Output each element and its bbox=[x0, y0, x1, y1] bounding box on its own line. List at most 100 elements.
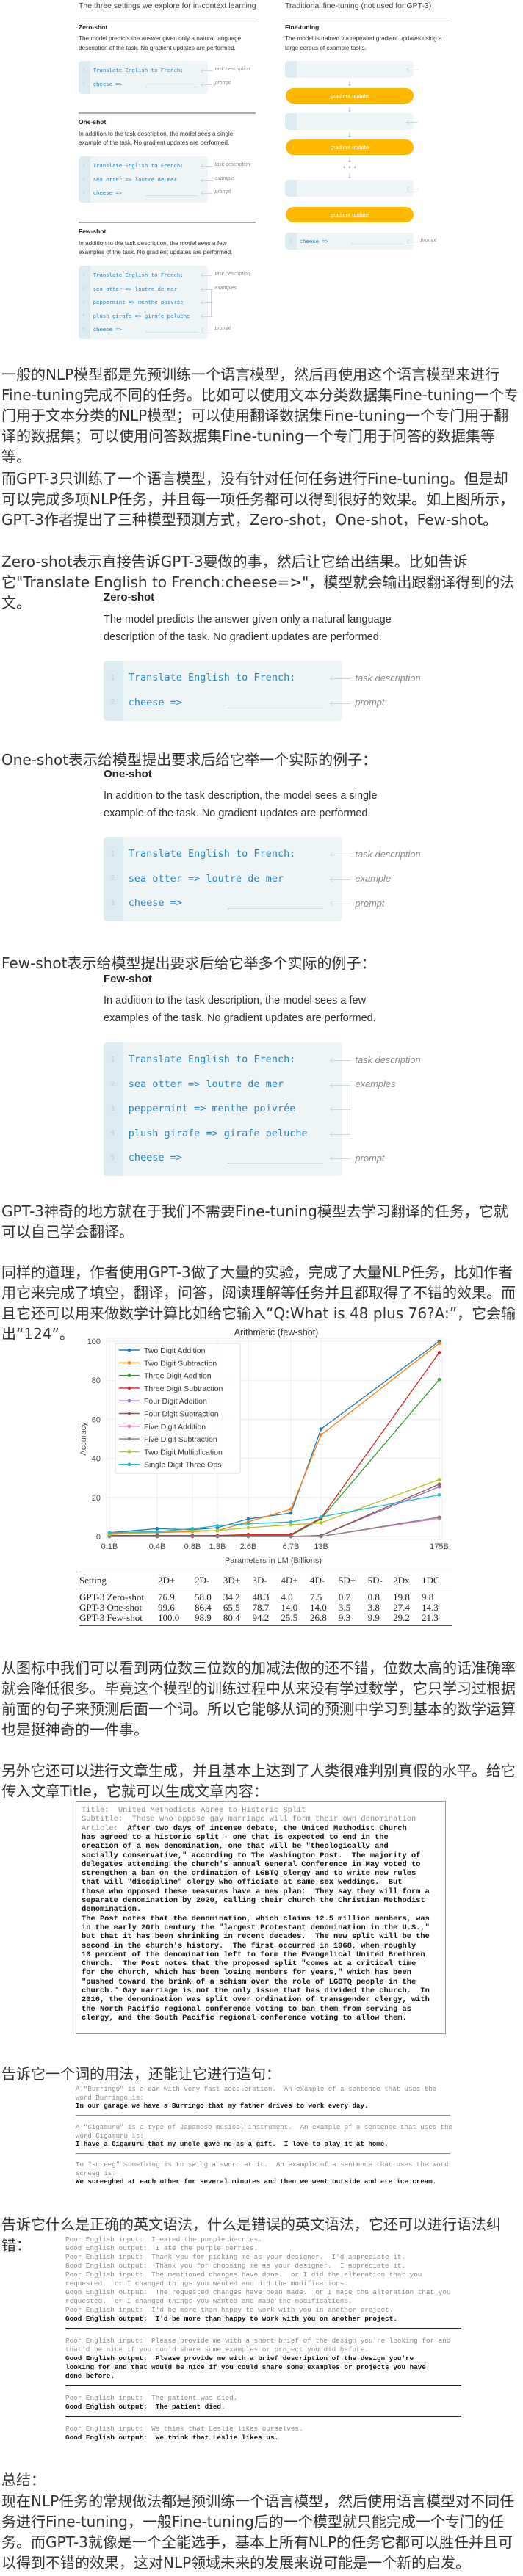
arrow-left-icon bbox=[201, 316, 212, 317]
line-number: 2 bbox=[110, 1080, 115, 1089]
article-line: 10 percent of the denomination left to f… bbox=[82, 1951, 425, 1959]
legend-marker bbox=[127, 1412, 131, 1415]
article-line: 2016, the denomination was split over or… bbox=[82, 1995, 430, 2004]
code-annotation: prompt bbox=[355, 897, 385, 909]
article-line: socially conservative," according to The… bbox=[82, 1851, 420, 1860]
paragraph-gpt3-magic: GPT-3神奇的地方就在于我们不需要Fine-tuning模型去学习翻译的任务，… bbox=[1, 1202, 508, 1241]
divider bbox=[79, 222, 256, 223]
grammar-line: that'd be nice if you could share some e… bbox=[65, 2345, 369, 2354]
gradient-update-pill: gradient update bbox=[286, 88, 414, 104]
table-cell: 94.2 bbox=[252, 1612, 270, 1623]
results-table-wrapper: Setting 2D+ 2D- 3D+ 3D- 4D+ 4D- 5D+ 5D- 2Dx 1DC GPT… bbox=[79, 1572, 452, 1626]
grammar-line: Poor English input: I eated the purple b… bbox=[65, 2235, 262, 2243]
few-shot-description: examples of the task. No gradient update… bbox=[79, 249, 233, 255]
y-tick-label: 20 bbox=[92, 1494, 101, 1503]
code-line: Translate English to French: bbox=[128, 1053, 296, 1066]
article-text: socially conservative," according to The… bbox=[82, 1851, 421, 1860]
results-table: Setting 2D+ 2D- 3D+ 3D- 4D+ 4D- 5D+ 5D- 2Dx 1DC GPT… bbox=[79, 1572, 452, 1625]
data-point bbox=[215, 1524, 220, 1528]
legend-marker bbox=[127, 1450, 131, 1454]
article-text: in the early 20th century the "largest P… bbox=[82, 1923, 430, 1932]
word-definition-prompt: A "Burringo" is a car with very fast acc… bbox=[76, 2085, 437, 2093]
code-annotation: example bbox=[214, 175, 234, 181]
one-shot-figure-description: example of the task. No gradient updates… bbox=[104, 808, 371, 819]
code-block bbox=[285, 113, 414, 130]
arrow-down-icon: ↓ bbox=[347, 81, 353, 88]
one-shot-heading: One-shot bbox=[79, 118, 107, 126]
data-point bbox=[246, 1522, 250, 1526]
x-tick-label: 0.1B bbox=[101, 1542, 118, 1551]
code-line: peppermint => menthe poivrée bbox=[93, 299, 184, 306]
article-line: for the church, which has been losing me… bbox=[82, 1968, 411, 1977]
article-title: United Methodists Agree to Historic Spli… bbox=[118, 1806, 306, 1815]
article-text: strengthen a ban on the ordination of LG… bbox=[82, 1869, 416, 1879]
good-english-output: Good English output: We think that Lesli… bbox=[65, 2434, 279, 2442]
chart-title: Arithmetic (few-shot) bbox=[234, 1327, 319, 1338]
grammar-line: Good English output: The requested chang… bbox=[65, 2288, 451, 2296]
data-point bbox=[155, 1527, 159, 1531]
arrow-down-icon: ↓ bbox=[347, 132, 353, 139]
table-cell: 0.8 bbox=[367, 1592, 380, 1603]
code-line: Translate English to French: bbox=[93, 162, 184, 170]
line-number-gutter bbox=[285, 233, 297, 250]
series-line-3 bbox=[109, 1352, 440, 1536]
table-cell: 7.5 bbox=[310, 1592, 322, 1603]
series-line-7 bbox=[109, 1517, 440, 1537]
article-text: denomination. bbox=[82, 1905, 142, 1915]
table-cell: 14.0 bbox=[281, 1602, 298, 1613]
code-annotation: prompt bbox=[214, 189, 231, 195]
article-text: clergy, and the South Pacific regional c… bbox=[82, 2013, 407, 2022]
data-point bbox=[246, 1517, 250, 1521]
code-block bbox=[104, 661, 342, 721]
article-line: Title: United Methodists Agree to Histor… bbox=[82, 1806, 306, 1815]
code-annotation: prompt bbox=[355, 697, 385, 708]
one-shot-figure-heading: One-shot bbox=[104, 768, 152, 780]
line-number-gutter bbox=[104, 837, 123, 921]
data-point bbox=[289, 1523, 293, 1527]
data-point bbox=[155, 1534, 159, 1539]
table-cell: 3.8 bbox=[367, 1602, 380, 1613]
column-header: Setting bbox=[79, 1575, 107, 1586]
table-cell: 25.5 bbox=[281, 1612, 298, 1623]
grammar-line: Poor English input: I'd be more than hap… bbox=[65, 2306, 394, 2314]
legend-marker bbox=[127, 1398, 131, 1403]
legend-marker bbox=[127, 1437, 131, 1441]
good-english-output: looking for and that would be nice if yo… bbox=[65, 2363, 426, 2371]
line-number: 3 bbox=[82, 300, 85, 305]
article-line: strengthen a ban on the ordination of LG… bbox=[82, 1869, 416, 1878]
table-cell: 26.8 bbox=[310, 1612, 327, 1623]
line-number: 1 bbox=[82, 272, 85, 277]
arrow-left-icon bbox=[330, 703, 350, 704]
code-line: Translate English to French: bbox=[93, 67, 184, 74]
paragraph-article-generation: 另外它还可以进行文章生成，并且基本上达到了人类很难判别真假的水平。给它传入文章T… bbox=[1, 1762, 516, 1800]
table-cell: 78.7 bbox=[252, 1602, 270, 1613]
article-line: clergy, and the South Pacific regional c… bbox=[82, 2014, 407, 2022]
article-text: Church. The Post notes that the proposed… bbox=[82, 1959, 416, 1969]
line-number: 1 bbox=[110, 849, 115, 858]
data-point bbox=[319, 1521, 323, 1525]
legend-label: Two Digit Subtraction bbox=[144, 1359, 217, 1368]
column-header: 5D+ bbox=[338, 1575, 356, 1586]
table-row: GPT-3 Few-shot 100.0 98.9 80.4 94.2 25.5 26.8 9… bbox=[79, 1613, 452, 1625]
code-annotation: prompt bbox=[214, 80, 231, 86]
legend-marker bbox=[127, 1386, 131, 1390]
table-cell: 100.0 bbox=[158, 1612, 180, 1623]
table-header-row: Setting 2D+ 2D- 3D+ 3D- 4D+ 4D- 5D+ 5D- 2Dx 1DC bbox=[79, 1572, 452, 1589]
legend-label: Four Digit Addition bbox=[144, 1397, 207, 1406]
article-line: those who opposed these measures have a … bbox=[82, 1887, 430, 1896]
arrow-down-icon: ↓ bbox=[347, 106, 353, 114]
x-axis-label: Parameters in LM (Billions) bbox=[225, 1556, 322, 1565]
summary-paragraph: 现在NLP任务的常规做法都是预训练一个语言模型，然后使用语言模型对不同任务进行F… bbox=[1, 2492, 515, 2572]
y-tick-label: 0 bbox=[96, 1533, 101, 1542]
arrow-left-icon bbox=[330, 1060, 350, 1061]
article-subtitle: Those who oppose gay marriage will form … bbox=[131, 1815, 416, 1824]
y-tick-label: 60 bbox=[92, 1415, 101, 1424]
article-line: but that it has been shrinking in recent… bbox=[82, 1932, 430, 1941]
one-shot-description: example of the task. No gradient updates… bbox=[79, 139, 230, 146]
line-number: 1 bbox=[289, 239, 292, 244]
table-cell: 19.8 bbox=[393, 1592, 410, 1603]
table-cell: 21.3 bbox=[421, 1612, 439, 1623]
legend-box bbox=[115, 1343, 241, 1474]
divider bbox=[65, 2385, 461, 2386]
zero-shot-description: The model predicts the answer given only… bbox=[79, 35, 242, 42]
